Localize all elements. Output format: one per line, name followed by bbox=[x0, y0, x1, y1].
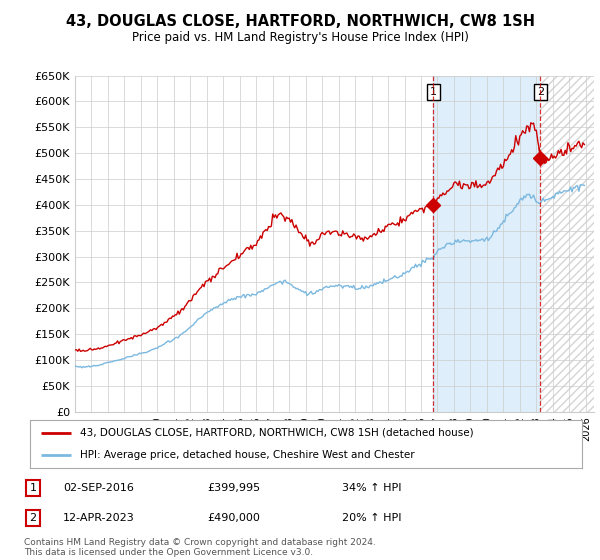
Text: Contains HM Land Registry data © Crown copyright and database right 2024.
This d: Contains HM Land Registry data © Crown c… bbox=[24, 538, 376, 557]
Text: £399,995: £399,995 bbox=[207, 483, 260, 493]
Text: 34% ↑ HPI: 34% ↑ HPI bbox=[342, 483, 401, 493]
Bar bbox=[541, 76, 594, 412]
Text: 20% ↑ HPI: 20% ↑ HPI bbox=[342, 513, 401, 523]
Text: HPI: Average price, detached house, Cheshire West and Chester: HPI: Average price, detached house, Ches… bbox=[80, 450, 415, 460]
Text: 1: 1 bbox=[29, 483, 37, 493]
Text: 2: 2 bbox=[29, 513, 37, 523]
Text: Price paid vs. HM Land Registry's House Price Index (HPI): Price paid vs. HM Land Registry's House … bbox=[131, 31, 469, 44]
Bar bbox=[433, 76, 541, 412]
Text: 43, DOUGLAS CLOSE, HARTFORD, NORTHWICH, CW8 1SH (detached house): 43, DOUGLAS CLOSE, HARTFORD, NORTHWICH, … bbox=[80, 428, 473, 438]
Text: £490,000: £490,000 bbox=[207, 513, 260, 523]
Bar bbox=[541, 76, 594, 412]
Text: 12-APR-2023: 12-APR-2023 bbox=[63, 513, 135, 523]
Text: 02-SEP-2016: 02-SEP-2016 bbox=[63, 483, 134, 493]
Text: 43, DOUGLAS CLOSE, HARTFORD, NORTHWICH, CW8 1SH: 43, DOUGLAS CLOSE, HARTFORD, NORTHWICH, … bbox=[65, 14, 535, 29]
Text: 1: 1 bbox=[430, 87, 437, 97]
Text: 2: 2 bbox=[537, 87, 544, 97]
